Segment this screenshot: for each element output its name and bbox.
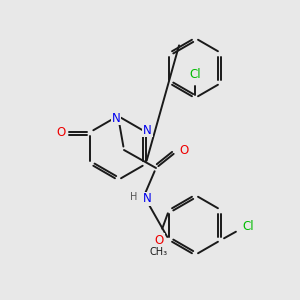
Text: CH₃: CH₃ xyxy=(150,247,168,257)
Text: O: O xyxy=(154,233,164,247)
Text: Cl: Cl xyxy=(189,68,201,82)
Text: N: N xyxy=(143,124,152,136)
Text: N: N xyxy=(142,193,152,206)
Text: H: H xyxy=(130,192,138,202)
Text: O: O xyxy=(57,125,66,139)
Text: Cl: Cl xyxy=(242,220,254,232)
Text: O: O xyxy=(179,143,189,157)
Text: N: N xyxy=(112,112,120,124)
